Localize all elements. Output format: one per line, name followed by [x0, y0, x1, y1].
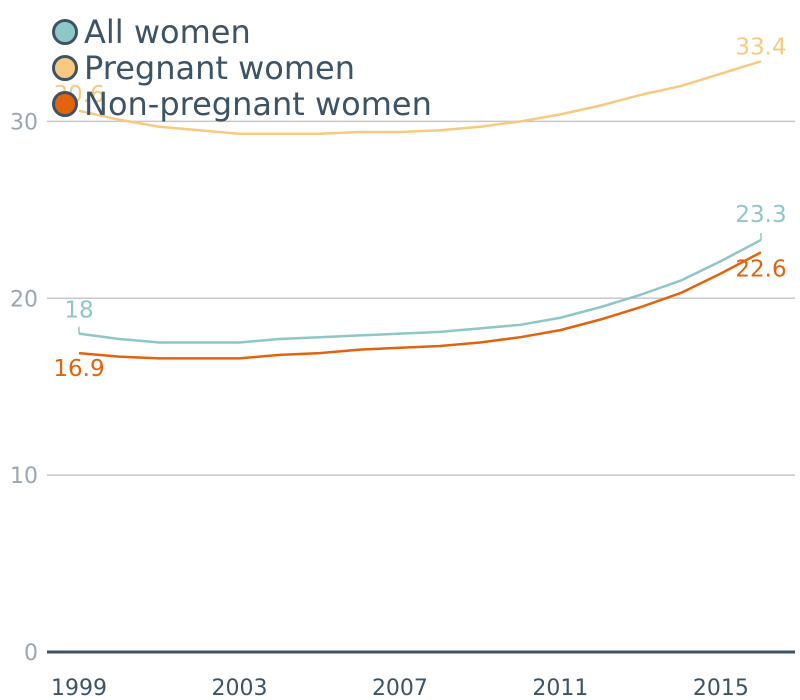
legend-label-pregnant-women: Pregnant women	[84, 49, 355, 87]
y-tick-label: 0	[24, 641, 38, 666]
legend-swatch-non-pregnant-women	[52, 91, 78, 117]
legend-label-non-pregnant-women: Non-pregnant women	[84, 85, 432, 123]
legend-swatch-all-women	[52, 19, 78, 45]
series-lines	[78, 60, 762, 360]
legend-item-non-pregnant-women[interactable]: Non-pregnant women	[52, 86, 432, 122]
x-tick-label: 2015	[693, 676, 749, 700]
gridlines	[47, 120, 795, 476]
x-tick-label: 2007	[372, 676, 428, 700]
y-tick-label: 10	[10, 464, 38, 489]
legend-swatch-pregnant-women	[52, 55, 78, 81]
legend-label-all-women: All women	[84, 13, 251, 51]
y-tick-label: 20	[10, 287, 38, 312]
y-axis-ticks: 0 10 20 30	[10, 110, 38, 666]
data-label-non-pregnant-women-end: 22.6	[735, 256, 786, 282]
x-axis-ticks: 1999 2003 2007 2011 2015	[51, 676, 749, 700]
data-label-all-women-start: 18	[64, 298, 93, 324]
x-tick-label: 2003	[211, 676, 267, 700]
x-tick-label: 1999	[51, 676, 107, 700]
y-tick-label: 30	[10, 110, 38, 135]
legend-item-pregnant-women[interactable]: Pregnant women	[52, 50, 432, 86]
data-label-all-women-end: 23.3	[735, 202, 786, 228]
legend: All women Pregnant women Non-pregnant wo…	[52, 14, 432, 122]
x-tick-label: 2011	[532, 676, 588, 700]
legend-item-all-women[interactable]: All women	[52, 14, 432, 50]
data-label-non-pregnant-women-start: 16.9	[53, 356, 104, 382]
series-line-all-women	[78, 238, 762, 344]
data-label-pregnant-women-end: 33.4	[735, 34, 786, 60]
series-line-non-pregnant-women	[78, 251, 762, 360]
series-line-pregnant-women	[78, 60, 762, 136]
